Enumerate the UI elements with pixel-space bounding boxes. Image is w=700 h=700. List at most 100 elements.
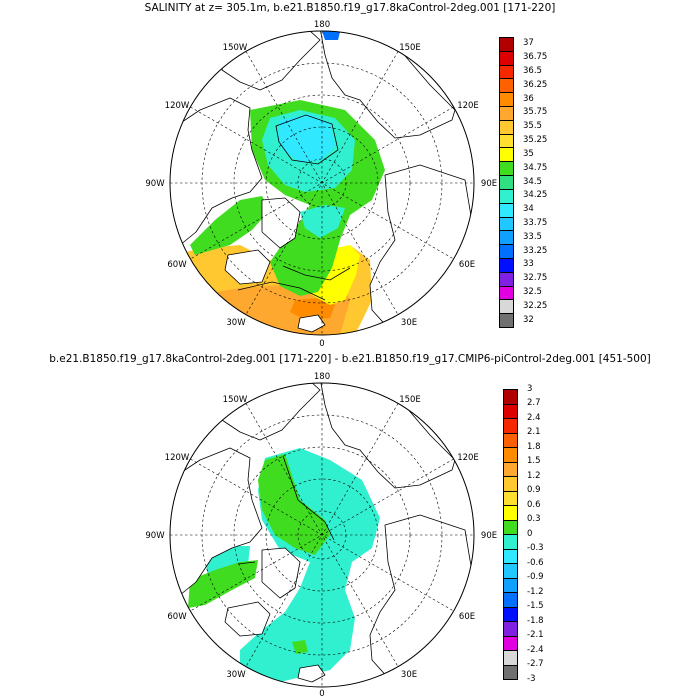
colorbar-swatch <box>499 216 514 232</box>
panel-1-map-border <box>169 30 475 336</box>
colorbar-swatch <box>499 285 514 301</box>
colorbar-swatch <box>503 519 518 535</box>
colorbar-label: 0 <box>527 528 533 539</box>
colorbar-swatch <box>503 650 518 666</box>
colorbar-swatch <box>503 389 518 405</box>
lon-label-180: 180 <box>314 372 330 382</box>
colorbar-swatch <box>499 313 514 328</box>
colorbar-swatch <box>499 133 514 149</box>
colorbar-swatch <box>499 188 514 204</box>
panel-2-graticule <box>170 383 474 687</box>
colorbar-label: 3 <box>527 383 533 394</box>
colorbar-swatch <box>503 548 518 564</box>
lon-label-120e: 120E <box>457 453 479 463</box>
colorbar-label: 36.25 <box>523 79 548 90</box>
colorbar-label: -2.1 <box>527 630 544 640</box>
colorbar-swatch <box>503 621 518 637</box>
colorbar-swatch <box>503 461 518 477</box>
colorbar-label: 2.4 <box>527 412 541 423</box>
colorbar-swatch <box>503 563 518 579</box>
lon-label-30w: 30W <box>226 670 246 680</box>
lon-label-0: 0 <box>319 689 324 699</box>
colorbar-swatch <box>499 147 514 163</box>
colorbar-swatch <box>499 244 514 259</box>
panel-1-colorbar: 37 36.75 36.5 36.25 36 35.75 35.5 35.25 35 34.75 3… <box>499 37 569 328</box>
panel-1-map: 180 150W 150E 120W 120E 90W 90E 60W 60E … <box>145 20 497 349</box>
colorbar-label: -0.3 <box>527 543 544 553</box>
panel-2-colorbar: 3 2.7 2.4 2.1 1.8 1.5 1.2 0.9 0.6 0.3 0 -0.3 -0.6 -0.… <box>503 384 573 683</box>
colorbar-swatch <box>503 577 518 593</box>
lon-label-90w: 90W <box>145 531 165 541</box>
colorbar-label: 1.5 <box>527 456 541 466</box>
lon-label-120w: 120W <box>165 453 190 463</box>
colorbar-label: 34.75 <box>523 162 548 173</box>
lon-label-150w: 150W <box>223 43 248 53</box>
panel-2-map-border <box>169 382 475 688</box>
lon-label-120e: 120E <box>457 101 479 111</box>
colorbar-swatch <box>503 505 518 521</box>
colorbar-swatch <box>499 230 514 246</box>
colorbar-swatch <box>499 106 514 121</box>
colorbar-swatch <box>503 592 518 608</box>
panel-2-title: b.e21.B1850.f19_g17.8kaControl-2deg.001 … <box>49 353 651 365</box>
colorbar-swatch <box>499 78 514 94</box>
lon-label-60w: 60W <box>167 260 187 270</box>
colorbar-label: 35.5 <box>523 121 542 132</box>
panel-1-title: SALINITY at z= 305.1m, b.e21.B1850.f19_g… <box>144 2 556 14</box>
colorbar-swatch <box>499 50 514 66</box>
panel-2-map: 180 150W 150E 120W 120E 90W 90E 60W 60E … <box>145 372 497 699</box>
lon-label-30e: 30E <box>401 670 417 680</box>
panel-2-field <box>170 383 474 683</box>
colorbar-label: -0.9 <box>527 572 544 582</box>
colorbar-label: 0.3 <box>527 514 541 524</box>
colorbar-label: -1.2 <box>527 586 544 597</box>
colorbar-label: 35 <box>523 148 534 159</box>
colorbar-label: 34.5 <box>523 176 542 187</box>
colorbar-label: 1.8 <box>527 441 541 452</box>
lon-label-60e: 60E <box>459 260 475 270</box>
colorbar-label: 32.5 <box>523 286 542 297</box>
colorbar-swatch <box>499 92 514 108</box>
colorbar-label: -0.6 <box>527 557 544 568</box>
lon-label-150e: 150E <box>399 43 421 53</box>
lon-label-180: 180 <box>314 20 330 30</box>
colorbar-swatch <box>503 476 518 492</box>
colorbar-label: 2.1 <box>527 427 541 437</box>
colorbar-label: 33 <box>523 259 534 270</box>
colorbar-label: 1.2 <box>527 470 541 481</box>
colorbar-swatch <box>499 299 514 315</box>
colorbar-label: 36.5 <box>523 66 542 77</box>
colorbar-label: 36.75 <box>523 52 548 63</box>
colorbar-label: 2.7 <box>527 398 541 408</box>
colorbar-swatch <box>503 403 518 419</box>
colorbar-swatch <box>499 64 514 80</box>
colorbar-label: -1.8 <box>527 615 544 626</box>
colorbar-label: -3 <box>527 673 536 684</box>
colorbar-swatch <box>499 175 514 190</box>
panel-1-graticule <box>170 31 474 335</box>
colorbar-label: -1.5 <box>527 601 544 611</box>
lon-label-90e: 90E <box>481 531 497 541</box>
colorbar-label: 32 <box>523 314 534 325</box>
lon-label-60e: 60E <box>459 612 475 622</box>
colorbar-swatch <box>503 447 518 463</box>
lon-label-150w: 150W <box>223 395 248 405</box>
colorbar-label: 0.9 <box>527 485 541 495</box>
colorbar-swatch <box>503 606 518 622</box>
colorbar-label: -2.7 <box>527 659 544 669</box>
colorbar-label: 33.25 <box>523 245 548 256</box>
colorbar-swatch <box>499 257 514 273</box>
colorbar-label: 34 <box>523 204 534 215</box>
lon-label-30e: 30E <box>401 318 417 328</box>
colorbar-label: 32.75 <box>523 273 548 284</box>
colorbar-label: 36 <box>523 93 534 104</box>
colorbar-swatch <box>503 418 518 434</box>
colorbar-swatch <box>499 119 514 135</box>
colorbar-swatch <box>499 161 514 177</box>
colorbar-label: 35.75 <box>523 107 548 118</box>
lon-label-120w: 120W <box>165 101 190 111</box>
colorbar-swatch <box>503 635 518 651</box>
colorbar-swatch <box>499 202 514 218</box>
colorbar-swatch <box>503 664 518 680</box>
lon-label-90w: 90W <box>145 179 165 189</box>
